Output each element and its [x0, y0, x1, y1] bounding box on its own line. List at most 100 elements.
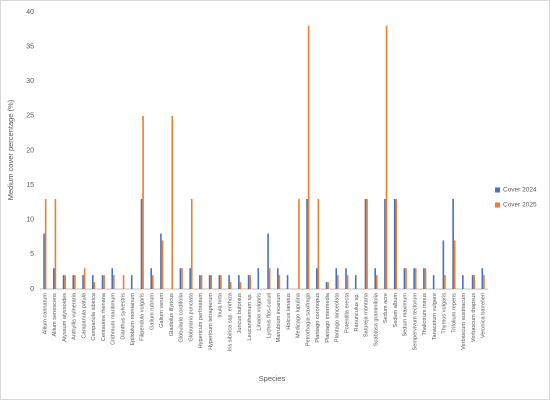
bar: [200, 275, 203, 289]
bar: [53, 268, 55, 289]
bar: [473, 275, 475, 289]
y-tick-label: 40: [26, 9, 34, 16]
y-tick-label: 5: [30, 251, 34, 258]
x-tick-label: Galium rubrum: [149, 293, 155, 330]
bar: [374, 268, 376, 289]
bar: [229, 282, 232, 289]
bar: [199, 275, 201, 289]
y-tick-label: 10: [26, 217, 34, 224]
bar: [91, 275, 94, 289]
bar: [190, 198, 193, 289]
bar: [83, 268, 86, 289]
legend-label: Cover 2025: [503, 202, 537, 209]
bar: [239, 282, 242, 289]
x-tick-label: Sedum acre: [383, 293, 389, 323]
bar: [72, 275, 75, 289]
bar: [179, 268, 182, 289]
bar: [286, 275, 289, 289]
bar: [366, 198, 368, 289]
bar: [267, 233, 269, 289]
bar: [453, 240, 456, 289]
bar: [403, 268, 406, 289]
y-tick-label: 0: [30, 286, 34, 293]
x-tick-label: Satureja montana: [364, 292, 370, 337]
x-tick-label: Iris sibirica ssp. erirhiza: [227, 292, 233, 351]
x-tick-label: Gladiolus illyricus: [169, 293, 175, 336]
bar: [64, 275, 66, 289]
bar: [218, 275, 221, 289]
bar: [150, 268, 152, 289]
bar: [247, 275, 250, 289]
bar: [424, 268, 427, 289]
x-tick-label: Petrorhagia saxifraga: [305, 292, 311, 346]
bar: [189, 268, 191, 289]
x-tick-label: Sedum maximum: [403, 293, 409, 337]
bar: [82, 275, 84, 289]
bar: [471, 275, 474, 289]
x-tick-label: Globularia punctata: [188, 292, 194, 341]
bar: [327, 282, 329, 289]
legend-label: Cover 2024: [503, 187, 537, 194]
x-tick-label: Centaurea rhenana: [101, 292, 107, 341]
x-tick-label: Anthyllis vulneraria: [72, 292, 78, 340]
bar: [101, 275, 104, 289]
x-tick-label: Globularia cordifolia: [179, 292, 185, 342]
x-tick-label: Potentilla erecta: [344, 292, 350, 333]
y-tick-label: 15: [26, 182, 34, 189]
x-tick-label: Filipendula vulgaris: [140, 293, 146, 341]
bar: [122, 275, 125, 289]
x-tick-label: Crithmum maritimum: [111, 293, 117, 345]
bar: [423, 268, 425, 289]
bar: [298, 198, 300, 289]
x-tick-label: Medicago lupulina: [296, 292, 302, 338]
bar: [337, 275, 339, 289]
legend-swatch: [495, 202, 500, 208]
y-tick-label: 30: [26, 78, 34, 85]
bar: [354, 275, 357, 289]
bar: [161, 240, 164, 289]
x-tick-label: Sempervivum tectorum: [412, 293, 418, 351]
x-tick-label: Linaria vulgaris: [257, 293, 263, 331]
bar: [432, 275, 435, 289]
bar: [405, 268, 407, 289]
x-tick-label: Dianthus sylvestris: [120, 293, 126, 340]
bar: [462, 275, 464, 289]
bar: [376, 275, 378, 289]
x-tick-label: Alyssum alyssoides: [62, 293, 68, 342]
bar: [395, 198, 398, 289]
x-tick-label: Veronica barrelieri: [481, 293, 487, 338]
bar: [483, 275, 485, 289]
bar: [140, 198, 143, 289]
x-tick-label: Plantago lanceolata: [335, 292, 341, 342]
y-tick-label: 20: [26, 147, 34, 154]
bar: [452, 198, 454, 289]
bar: [414, 268, 417, 289]
bar: [277, 268, 279, 289]
bar: [74, 275, 76, 289]
y-tick-label: 25: [26, 113, 34, 120]
bar: [393, 198, 396, 289]
x-tick-label: Leucanthemum sp.: [247, 293, 253, 341]
bar: [210, 275, 213, 289]
x-tick-label: Inula hirta: [218, 292, 224, 317]
bar: [325, 282, 328, 289]
bar: [62, 275, 65, 289]
x-tick-label: Verbascum austriacum: [461, 293, 467, 350]
bar: [142, 115, 144, 289]
x-tick-label: Trifolium repens: [451, 293, 457, 333]
x-tick-label: Thymus vulgaris: [442, 293, 448, 334]
bar: [306, 198, 308, 289]
bar: [346, 275, 349, 289]
bar: [413, 268, 415, 289]
x-tick-label: Marrubium incanum: [276, 293, 282, 343]
x-tick-label: Ranunculus sp.: [354, 293, 360, 332]
bar: [315, 268, 318, 289]
bar: [385, 25, 388, 289]
x-tick-label: Hypericum tetrapterum: [208, 293, 214, 350]
bar: [384, 198, 386, 289]
bar: [345, 268, 347, 289]
x-tick-label: Lychnis flos-cuculi: [266, 293, 272, 338]
x-tick-label: Epilobium montanum: [130, 293, 136, 346]
